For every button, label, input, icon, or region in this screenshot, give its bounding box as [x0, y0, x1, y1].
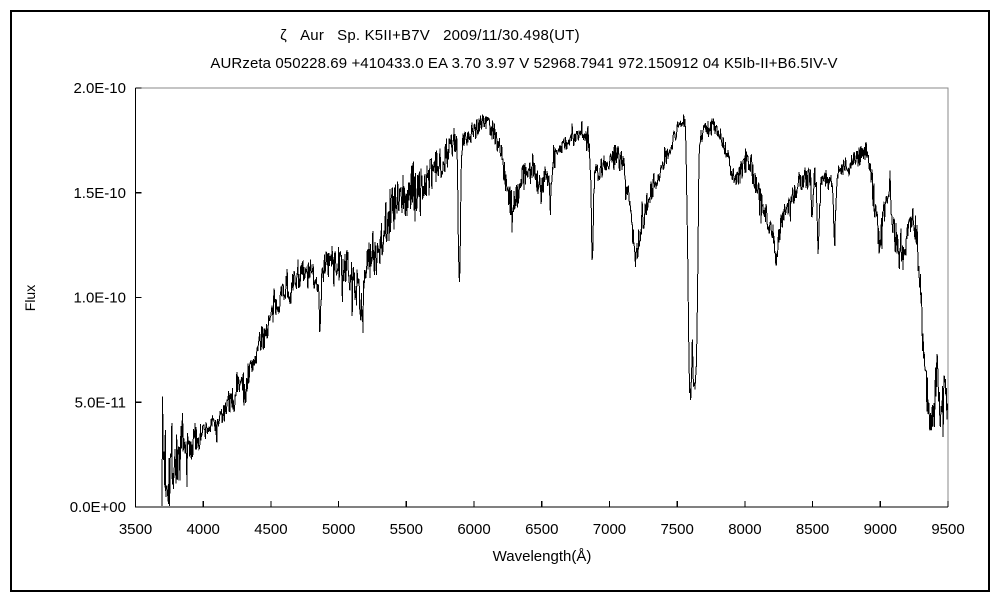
- x-tick-label: 3500: [119, 521, 152, 538]
- chart-subtitle: AURzeta 050228.69 +410433.0 EA 3.70 3.97…: [210, 55, 838, 72]
- y-tick-label: 0.0E+00: [70, 499, 126, 516]
- x-tick-label: 4500: [254, 521, 287, 538]
- x-axis-label: Wavelength(Å): [492, 548, 592, 565]
- plot-frame-leftbottom: [134, 88, 948, 508]
- plot-frame-topright: [135, 87, 949, 507]
- x-tick-label: 8500: [796, 521, 829, 538]
- x-tick-label: 7500: [660, 521, 693, 538]
- outer-border: [10, 10, 990, 592]
- y-tick-label: 2.0E-10: [73, 80, 126, 97]
- x-tick-label: 6500: [525, 521, 558, 538]
- x-tick-label: 7000: [593, 521, 626, 538]
- y-tick-label: 1.5E-10: [73, 185, 126, 202]
- y-tick-label: 1.0E-10: [73, 290, 126, 307]
- x-tick-label: 4000: [187, 521, 220, 538]
- x-tick-label: 9500: [931, 521, 964, 538]
- y-tick-label: 5.0E-11: [75, 394, 126, 411]
- x-tick-label: 9000: [864, 521, 897, 538]
- spectrum-trace: [161, 113, 948, 507]
- chart-title: ζ Aur Sp. K5II+B7V 2009/11/30.498(UT): [280, 27, 580, 44]
- x-tick-label: 5500: [390, 521, 423, 538]
- y-axis-label: Flux: [22, 284, 38, 312]
- x-tick-label: 8000: [728, 521, 761, 538]
- x-tick-label: 6000: [457, 521, 490, 538]
- x-tick-label: 5000: [322, 521, 355, 538]
